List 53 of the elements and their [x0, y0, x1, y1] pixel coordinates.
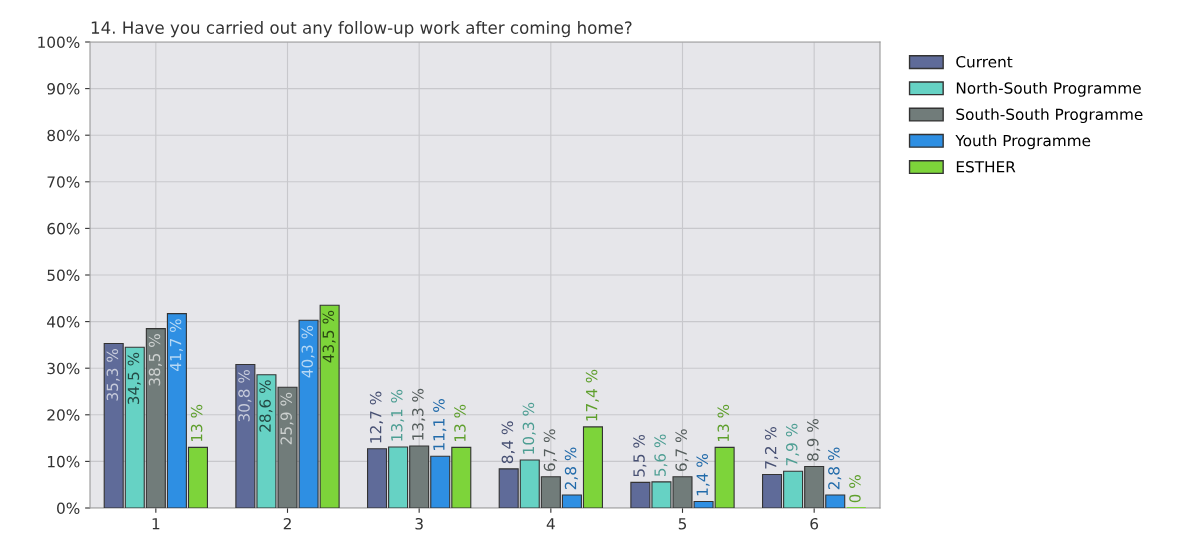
data-label: 40,3 %	[301, 325, 315, 378]
y-tick-label: 100%	[38, 36, 80, 49]
y-tick-label: 70%	[47, 176, 80, 188]
y-tick-label: 40%	[47, 316, 80, 328]
y-tick-label: 20%	[47, 409, 80, 421]
data-label: 13 %	[454, 404, 466, 442]
data-label: 13,3 %	[412, 388, 426, 440]
data-label: 8,9 %	[807, 419, 821, 461]
data-label: 6,7 %	[543, 429, 557, 472]
y-tick-label: 10%	[48, 455, 80, 468]
legend-label: Youth Programme	[955, 134, 1091, 150]
data-label: 13,1 %	[390, 389, 405, 441]
y-tick-label: 80%	[47, 129, 80, 142]
legend-label: North-South Programme	[956, 82, 1141, 97]
data-label: 30,8 %	[238, 369, 252, 422]
data-label: 6,7 %	[675, 429, 689, 472]
x-tick-label: 1	[152, 518, 160, 530]
data-label: 7,9 %	[785, 423, 800, 466]
y-tick-label: 0%	[57, 502, 80, 515]
data-label: 8,4 %	[501, 421, 515, 464]
data-label: 10,3 %	[522, 402, 536, 454]
x-tick-label: 4	[546, 518, 555, 530]
data-label: 41,7 %	[169, 319, 183, 371]
legend-label: ESTHER	[956, 161, 1016, 173]
data-label: 28,6 %	[259, 380, 273, 432]
data-label: 13 %	[717, 404, 730, 442]
x-tick-label: 6	[810, 517, 819, 530]
data-label: 43,5 %	[322, 310, 336, 363]
y-tick-label: 50%	[47, 269, 80, 282]
x-tick-label: 5	[678, 518, 687, 530]
y-tick-label: 60%	[47, 222, 80, 235]
data-label: 17,4 %	[585, 369, 599, 421]
data-label: 13 %	[190, 404, 203, 442]
data-label: 0 %	[849, 475, 861, 503]
data-label: 35,3 %	[106, 349, 120, 401]
data-label: 25,9 %	[280, 392, 294, 445]
data-label: 5,6 %	[654, 434, 668, 477]
x-tick-label: 3	[415, 517, 423, 530]
chart-title: 14. Have you carried out any follow-up work after coming home?	[91, 21, 632, 38]
y-tick-label: 30%	[47, 362, 80, 375]
x-tick-label: 2	[283, 517, 291, 530]
data-label: 1,4 %	[696, 453, 710, 496]
data-label: 7,2 %	[764, 426, 779, 469]
legend-label: Current	[956, 56, 1013, 68]
data-label: 38,5 %	[148, 334, 162, 386]
data-label: 12,7 %	[369, 391, 384, 443]
data-label: 34,5 %	[127, 352, 141, 405]
y-tick-label: 90%	[47, 83, 80, 95]
legend-label: South-South Programme	[956, 108, 1143, 124]
data-label: 5,5 %	[633, 434, 647, 477]
data-label: 2,8 %	[828, 447, 842, 490]
data-label: 2,8 %	[564, 447, 578, 490]
data-label: 11,1 %	[433, 399, 447, 450]
